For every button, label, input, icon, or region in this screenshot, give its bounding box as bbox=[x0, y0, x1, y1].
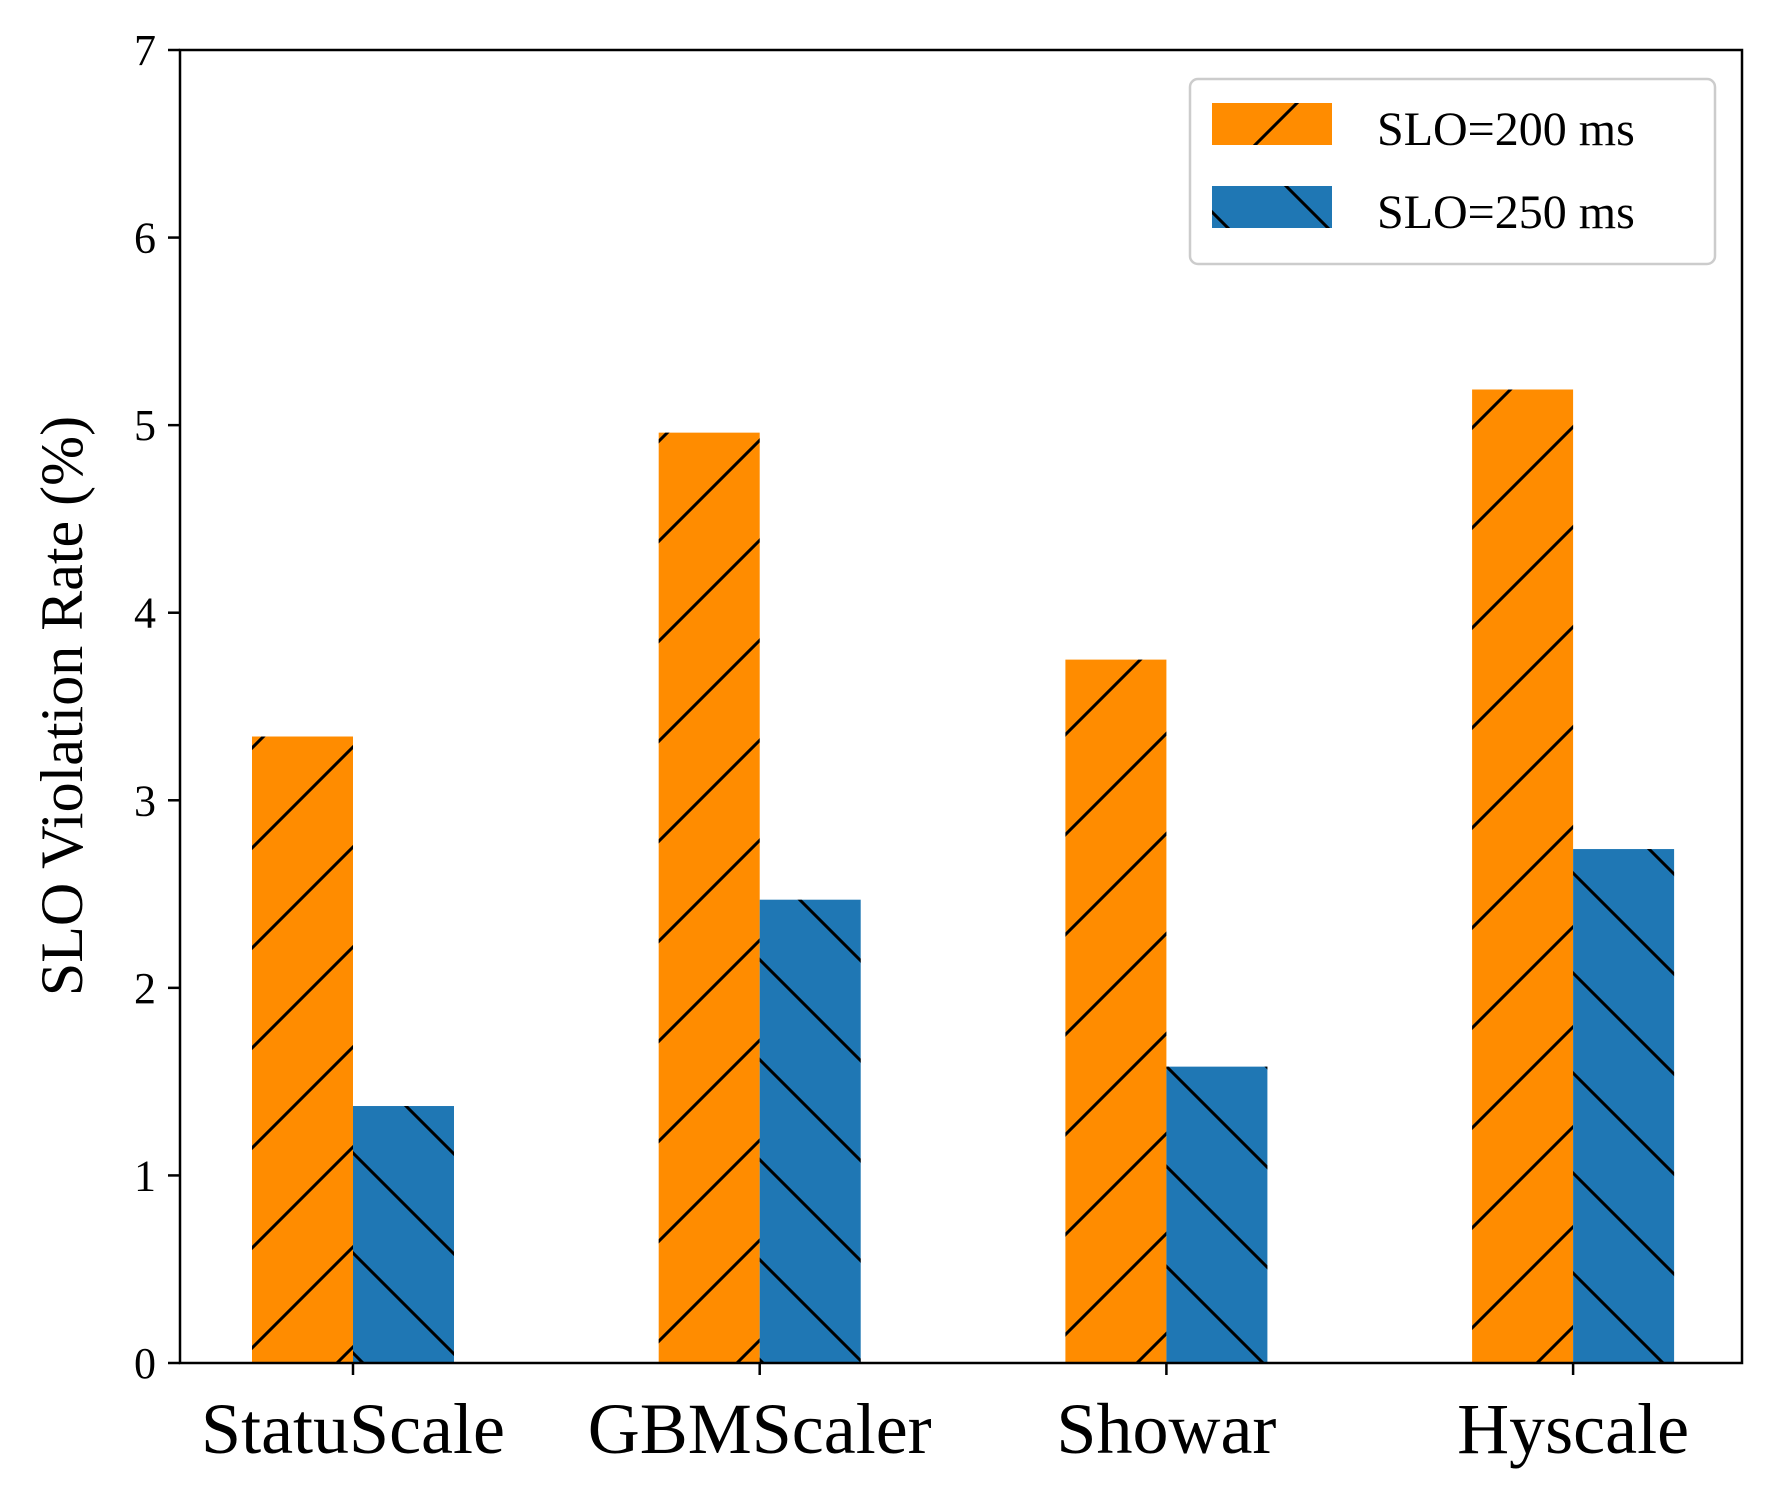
y-tick-label: 4 bbox=[134, 589, 156, 638]
x-tick-label-showar: Showar bbox=[1056, 1389, 1276, 1469]
plot-area-frame bbox=[178, 48, 1744, 1365]
legend-swatch-hatch-slo-200 bbox=[1212, 103, 1332, 145]
y-axis-ticks: 0 1 2 3 4 5 6 7 bbox=[134, 26, 180, 1388]
y-axis-title: SLO Violation Rate (%) bbox=[29, 416, 95, 996]
y-tick-label: 5 bbox=[134, 401, 156, 450]
legend-label-slo-200: SLO=200 ms bbox=[1377, 103, 1635, 156]
bar-hyscale-slo-200-ms-hatch bbox=[1472, 389, 1574, 1363]
bar-showar-slo-200-ms-hatch bbox=[1065, 659, 1167, 1363]
bar-statuscale-slo-200-ms-hatch bbox=[252, 736, 353, 1363]
y-tick-label: 7 bbox=[134, 26, 156, 75]
y-tick-label: 6 bbox=[134, 214, 156, 263]
y-tick-label: 2 bbox=[134, 964, 156, 1013]
bar-statuscale-slo-250-ms-hatch bbox=[353, 1106, 454, 1363]
bar-gbmscaler-slo-250-ms-hatch bbox=[759, 899, 861, 1363]
x-tick-label-gbmscaler: GBMScaler bbox=[588, 1389, 932, 1469]
legend: SLO=200 ms SLO=250 ms bbox=[1188, 77, 1717, 266]
legend-label-slo-250: SLO=250 ms bbox=[1377, 186, 1635, 239]
y-tick-label: 0 bbox=[134, 1339, 156, 1388]
x-axis-ticks: StatuScale GBMScaler Showar Hyscale bbox=[201, 1363, 1689, 1469]
bars bbox=[252, 389, 1675, 1363]
bar-showar-slo-250-ms-hatch bbox=[1166, 1066, 1268, 1363]
x-tick-label-hyscale: Hyscale bbox=[1457, 1389, 1689, 1469]
bar-gbmscaler-slo-200-ms-hatch bbox=[658, 432, 760, 1363]
bar-hyscale-slo-250-ms-hatch bbox=[1573, 849, 1675, 1363]
y-tick-label: 3 bbox=[134, 776, 156, 825]
y-tick-label: 1 bbox=[134, 1151, 156, 1200]
legend-swatch-hatch-slo-250 bbox=[1212, 186, 1332, 228]
x-tick-label-statuscale: StatuScale bbox=[201, 1389, 505, 1469]
